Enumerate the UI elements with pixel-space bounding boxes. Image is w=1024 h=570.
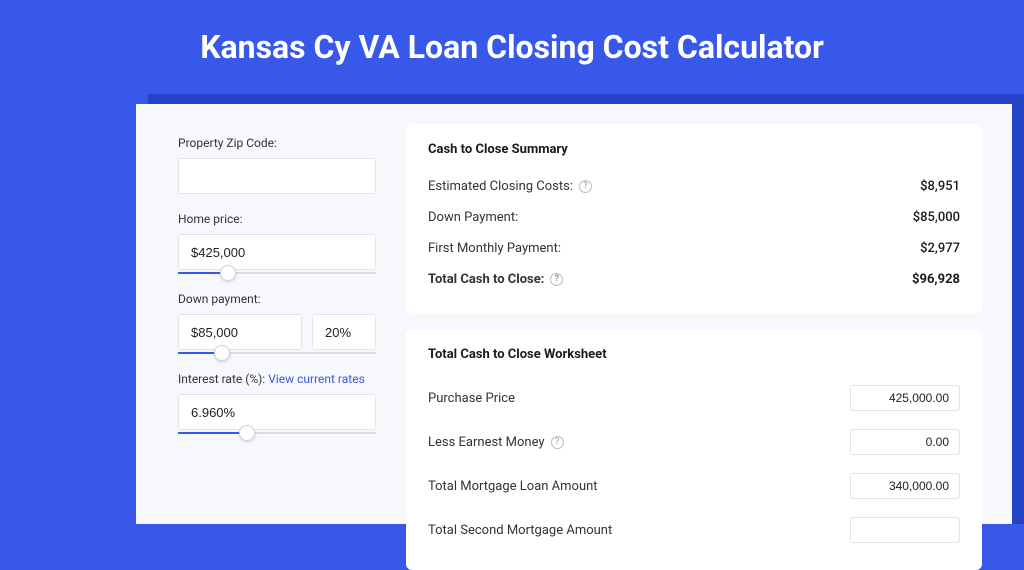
summary-card: Cash to Close Summary Estimated Closing … xyxy=(406,124,982,313)
home-price-field: Home price: xyxy=(178,212,376,274)
slider-track xyxy=(178,352,376,354)
interest-rate-input[interactable] xyxy=(178,394,376,430)
worksheet-row-mortgage-amount: Total Mortgage Loan Amount xyxy=(428,464,960,508)
help-icon[interactable]: ? xyxy=(551,436,564,449)
worksheet-label: Purchase Price xyxy=(428,391,515,406)
view-rates-link[interactable]: View current rates xyxy=(268,372,365,386)
home-price-slider[interactable] xyxy=(178,270,376,274)
worksheet-label: Total Mortgage Loan Amount xyxy=(428,479,598,494)
summary-label: First Monthly Payment: xyxy=(428,241,561,256)
summary-total-label: Total Cash to Close: xyxy=(428,272,544,287)
zip-label: Property Zip Code: xyxy=(178,136,376,150)
summary-row-first-payment: First Monthly Payment: $2,977 xyxy=(428,233,960,264)
worksheet-row-earnest-money: Less Earnest Money ? xyxy=(428,420,960,464)
results-panel: Cash to Close Summary Estimated Closing … xyxy=(396,104,1012,524)
interest-rate-slider[interactable] xyxy=(178,430,376,434)
worksheet-input-earnest-money[interactable] xyxy=(850,429,960,455)
worksheet-row-second-mortgage: Total Second Mortgage Amount xyxy=(428,508,960,552)
summary-value: $85,000 xyxy=(913,210,960,225)
summary-value: $2,977 xyxy=(920,241,960,256)
summary-total-value: $96,928 xyxy=(912,272,960,287)
help-icon[interactable]: ? xyxy=(550,273,563,286)
down-payment-row xyxy=(178,314,376,350)
slider-track xyxy=(178,432,376,434)
worksheet-input-purchase-price[interactable] xyxy=(850,385,960,411)
help-icon[interactable]: ? xyxy=(579,180,592,193)
worksheet-input-second-mortgage[interactable] xyxy=(850,517,960,543)
worksheet-label: Total Second Mortgage Amount xyxy=(428,523,612,538)
down-payment-slider[interactable] xyxy=(178,350,376,354)
slider-thumb[interactable] xyxy=(214,345,230,361)
worksheet-label: Less Earnest Money xyxy=(428,435,545,450)
worksheet-title: Total Cash to Close Worksheet xyxy=(428,347,960,362)
down-payment-input[interactable] xyxy=(178,314,302,350)
worksheet-card: Total Cash to Close Worksheet Purchase P… xyxy=(406,329,982,570)
summary-row-closing-costs: Estimated Closing Costs: ? $8,951 xyxy=(428,171,960,202)
home-price-input[interactable] xyxy=(178,234,376,270)
interest-rate-field: Interest rate (%): View current rates xyxy=(178,372,376,434)
summary-row-down-payment: Down Payment: $85,000 xyxy=(428,202,960,233)
summary-label: Estimated Closing Costs: xyxy=(428,179,573,194)
down-payment-label: Down payment: xyxy=(178,292,376,306)
zip-input[interactable] xyxy=(178,158,376,194)
slider-thumb[interactable] xyxy=(220,265,236,281)
worksheet-row-purchase-price: Purchase Price xyxy=(428,376,960,420)
slider-thumb[interactable] xyxy=(239,425,255,441)
slider-track xyxy=(178,272,376,274)
summary-value: $8,951 xyxy=(920,179,960,194)
summary-title: Cash to Close Summary xyxy=(428,142,960,157)
inputs-panel: Property Zip Code: Home price: Down paym… xyxy=(136,104,396,524)
calculator-card: Property Zip Code: Home price: Down paym… xyxy=(136,104,1012,524)
slider-fill xyxy=(178,432,247,434)
down-payment-percent-input[interactable] xyxy=(312,314,376,350)
summary-label: Down Payment: xyxy=(428,210,518,225)
interest-rate-label: Interest rate (%): View current rates xyxy=(178,372,376,386)
home-price-label: Home price: xyxy=(178,212,376,226)
down-payment-field: Down payment: xyxy=(178,292,376,354)
zip-field: Property Zip Code: xyxy=(178,136,376,194)
interest-rate-label-text: Interest rate (%): xyxy=(178,372,265,386)
summary-row-total: Total Cash to Close: ? $96,928 xyxy=(428,264,960,295)
page-title: Kansas Cy VA Loan Closing Cost Calculato… xyxy=(0,0,1024,90)
worksheet-input-mortgage-amount[interactable] xyxy=(850,473,960,499)
